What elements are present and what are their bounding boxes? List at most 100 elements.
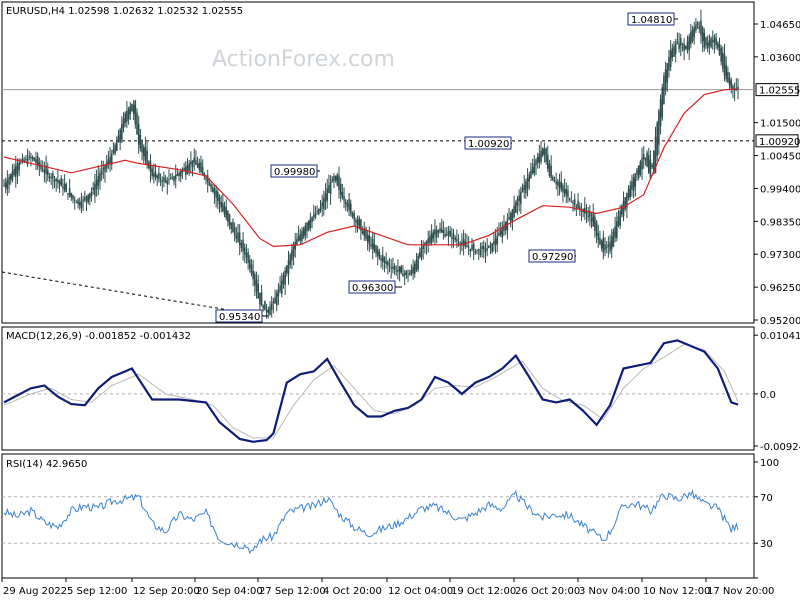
- candle-body: [570, 200, 573, 202]
- candle-body: [656, 122, 658, 156]
- candle-body: [666, 63, 669, 83]
- candle-body: [186, 164, 189, 174]
- candle-body: [328, 185, 330, 194]
- candle-body: [520, 191, 522, 205]
- candle-body: [115, 139, 118, 151]
- x-tick-label: 26 Oct 20:00: [515, 586, 580, 597]
- candle-body: [437, 230, 440, 233]
- candle-body: [85, 196, 88, 202]
- candle-body: [95, 179, 98, 190]
- candle-body: [518, 195, 520, 202]
- candle-body: [53, 179, 56, 182]
- candle-body: [296, 239, 298, 246]
- candle-body: [419, 251, 421, 257]
- candle-body: [412, 266, 414, 274]
- candle-body: [282, 275, 285, 285]
- candle-body: [326, 188, 329, 201]
- candle-body: [329, 182, 332, 195]
- candle-body: [238, 232, 241, 245]
- candle-body: [690, 31, 692, 44]
- candle-body: [117, 135, 120, 143]
- candle-body: [312, 215, 315, 217]
- candle-body: [70, 193, 73, 198]
- candle-body: [31, 156, 34, 160]
- candle-body: [279, 285, 281, 291]
- candle-body: [685, 45, 687, 50]
- candle-body: [511, 209, 514, 222]
- candle-body: [649, 159, 652, 180]
- candle-body: [469, 248, 472, 251]
- candle-body: [451, 237, 453, 239]
- x-tick-label: 27 Sep 12:00: [259, 586, 326, 597]
- candle-body: [131, 103, 133, 112]
- candle-body: [137, 123, 140, 145]
- candle-body: [727, 71, 729, 82]
- candle-body: [344, 201, 347, 205]
- candle-body: [324, 193, 327, 203]
- candle-body: [508, 216, 510, 220]
- candle-body: [188, 163, 190, 172]
- candle-body: [63, 183, 66, 191]
- candle-body: [484, 248, 487, 253]
- candle-body: [538, 153, 541, 163]
- price-tag-box: [755, 83, 799, 97]
- x-tick-label: 10 Nov 12:00: [643, 586, 710, 597]
- candle-body: [73, 199, 76, 201]
- candle-body: [121, 124, 123, 140]
- candle-body: [523, 184, 525, 191]
- candle-body: [314, 213, 317, 218]
- candle-body: [232, 221, 234, 233]
- candle-body: [333, 175, 335, 181]
- candle-body: [647, 155, 650, 173]
- candle-body: [50, 177, 52, 179]
- candle-body: [693, 27, 696, 38]
- candle-body: [499, 230, 502, 235]
- candle-body: [11, 171, 14, 181]
- candle-body: [541, 147, 544, 156]
- candle-body: [114, 144, 116, 154]
- candle-body: [233, 227, 236, 236]
- candle-body: [713, 36, 716, 43]
- candle-body: [136, 112, 138, 135]
- candle-body: [402, 273, 404, 277]
- candle-body: [124, 113, 127, 124]
- candle-body: [380, 258, 382, 261]
- x-tick-label: 20 Sep 04:00: [196, 586, 263, 597]
- candle-body: [90, 191, 93, 196]
- candle-body: [562, 185, 564, 192]
- candle-body: [129, 106, 132, 115]
- candle-body: [274, 297, 276, 304]
- candle-body: [422, 245, 424, 249]
- candle-body: [447, 231, 450, 236]
- x-tick-label: 3 Nov 04:00: [579, 586, 640, 597]
- candle-body: [491, 243, 494, 252]
- candle-body: [23, 160, 26, 162]
- candle-body: [536, 157, 539, 163]
- candle-body: [291, 249, 293, 261]
- candle-body: [361, 230, 364, 234]
- candle-body: [265, 310, 268, 313]
- candle-body: [397, 269, 399, 272]
- candle-body: [720, 47, 722, 62]
- candle-body: [482, 246, 485, 250]
- candle-body: [355, 220, 357, 223]
- candle-body: [716, 42, 719, 48]
- candle-body: [100, 170, 103, 175]
- candle-body: [20, 161, 22, 163]
- candle-body: [525, 181, 527, 194]
- candle-body: [292, 244, 295, 257]
- candle-body: [89, 193, 91, 199]
- candle-body: [166, 181, 169, 185]
- candle-body: [215, 190, 217, 198]
- candle-body: [237, 232, 239, 242]
- candle-body: [442, 229, 445, 234]
- candle-body: [521, 188, 524, 193]
- candle-body: [149, 160, 152, 172]
- candle-body: [6, 179, 9, 190]
- candle-body: [592, 213, 595, 227]
- candle-body: [733, 88, 736, 91]
- candle-body: [540, 150, 542, 162]
- y-tick-label: 0.98350: [760, 217, 800, 228]
- candle-body: [456, 239, 458, 242]
